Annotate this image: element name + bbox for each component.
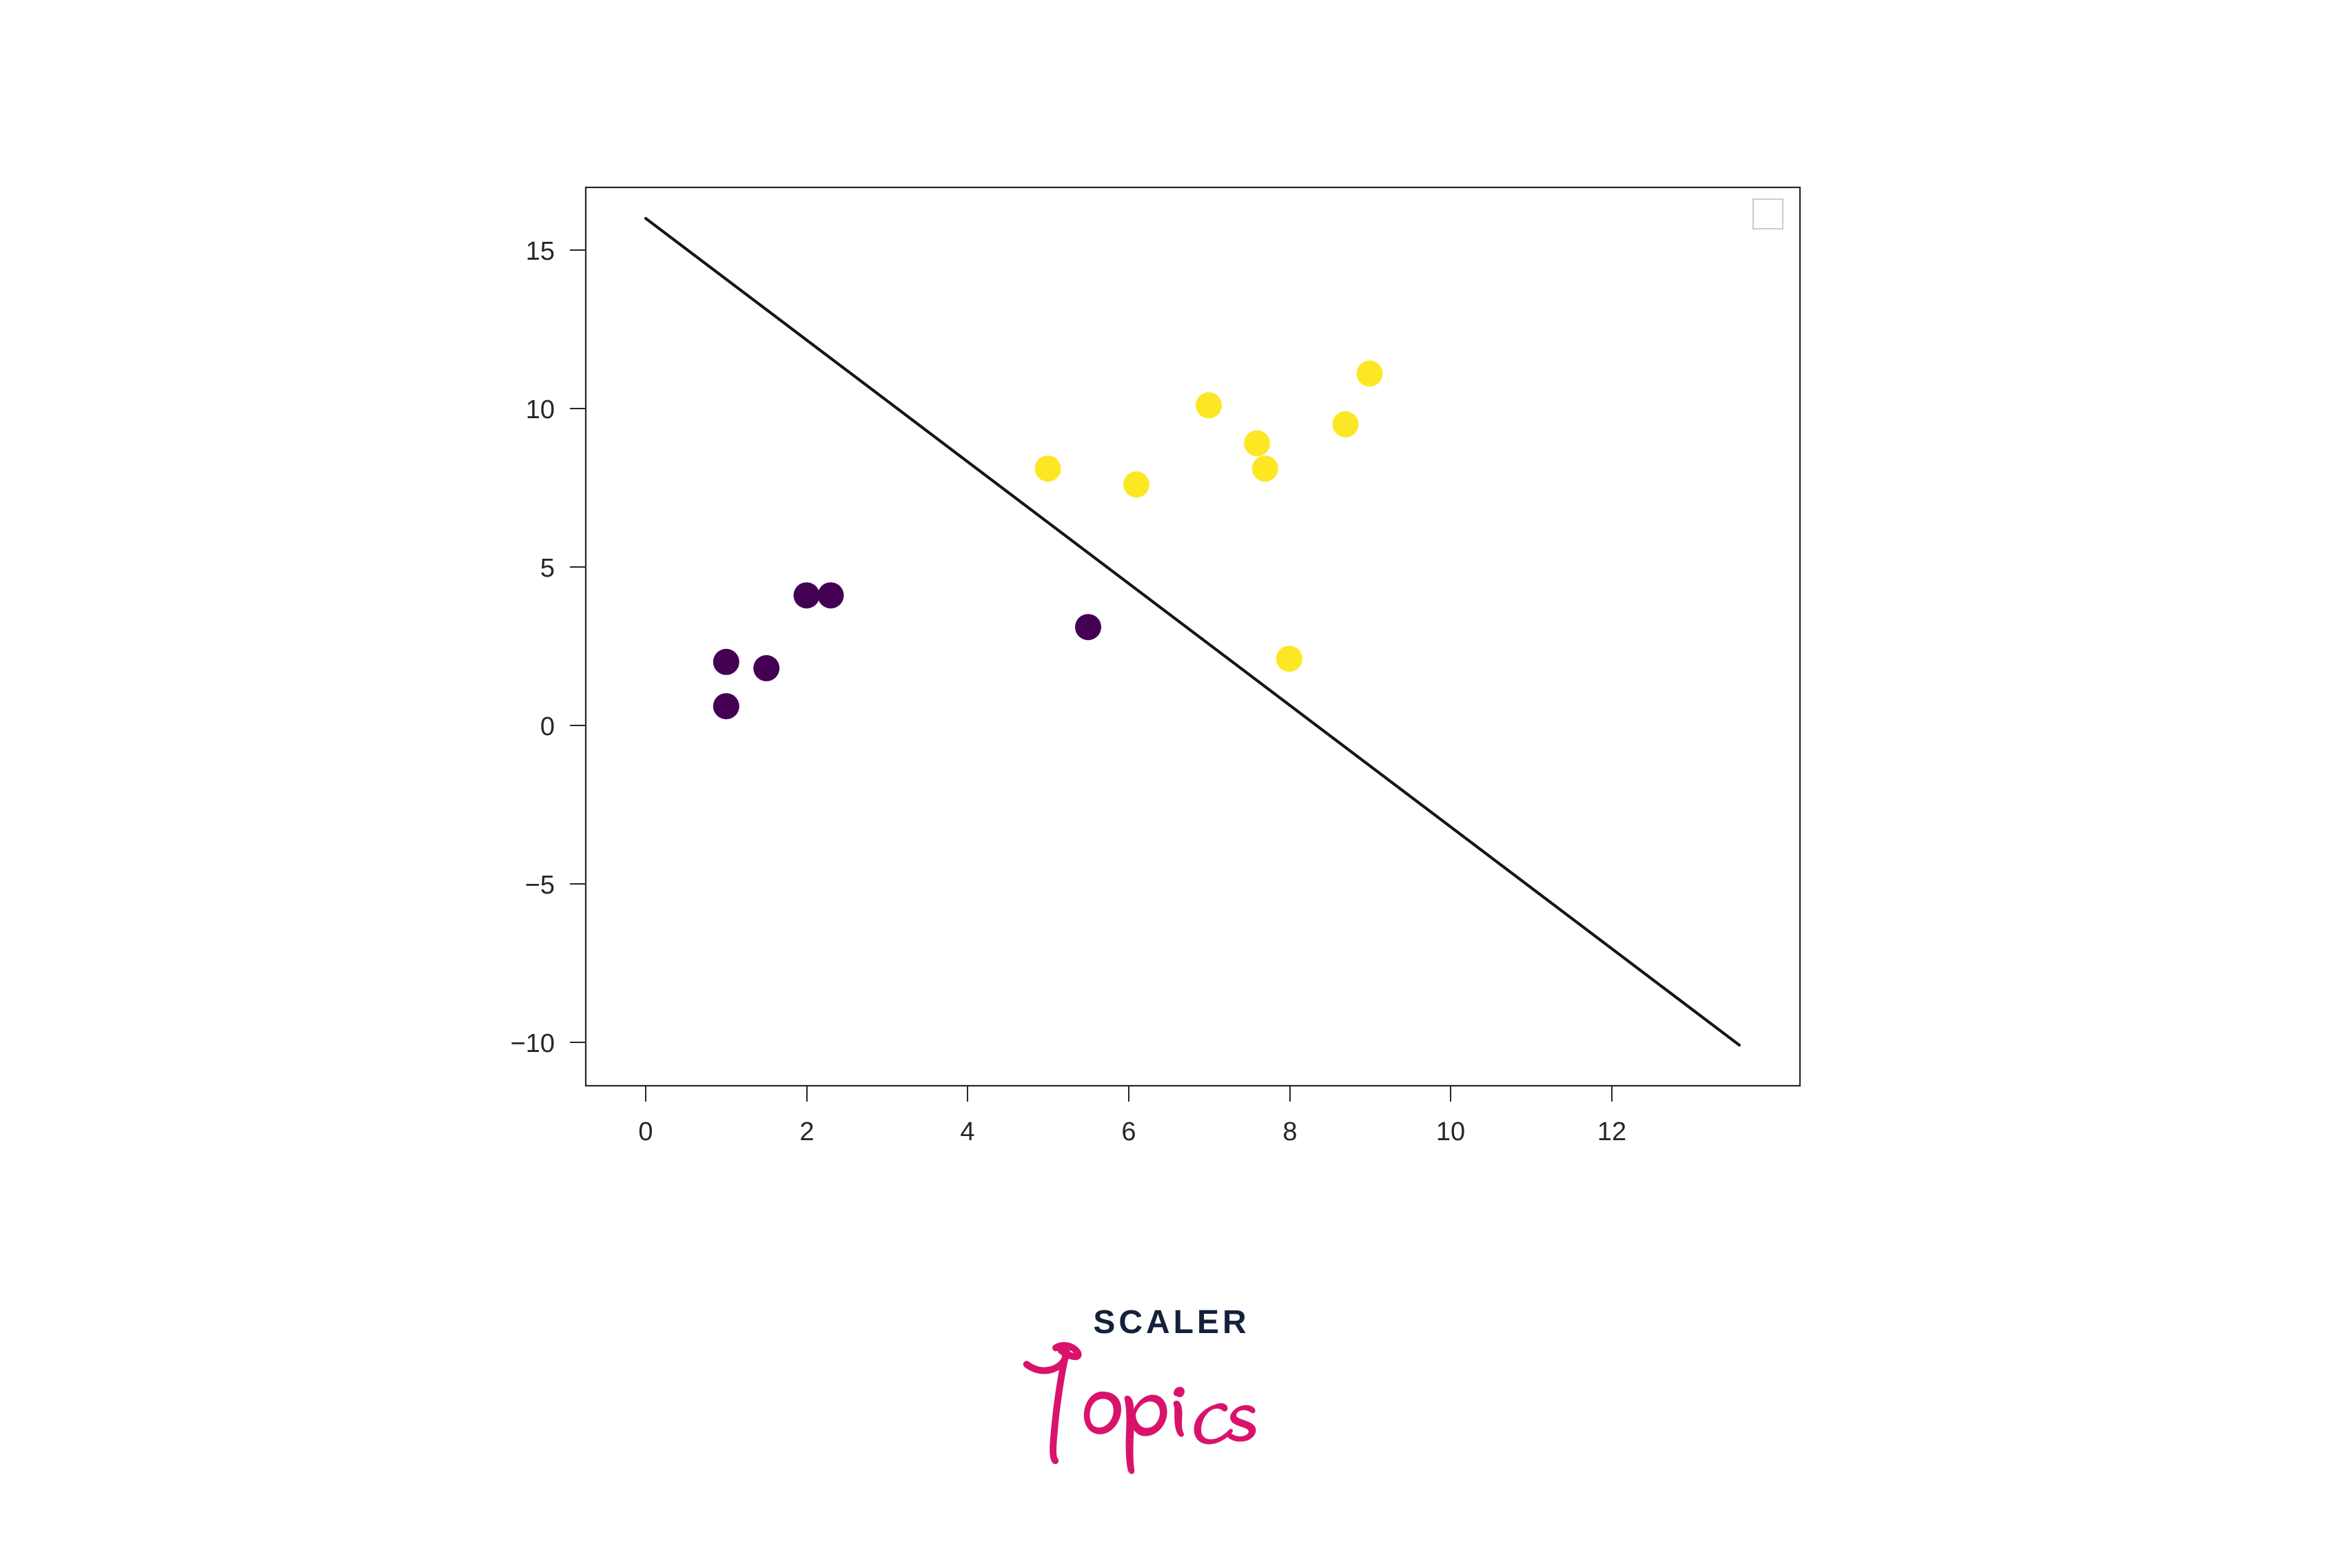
svg-text:15: 15 — [526, 237, 555, 266]
svg-text:−10: −10 — [511, 1029, 555, 1058]
svg-text:2: 2 — [799, 1117, 814, 1146]
svg-text:10: 10 — [526, 395, 555, 424]
svg-text:5: 5 — [540, 554, 555, 583]
svg-text:8: 8 — [1282, 1117, 1297, 1146]
svg-text:0: 0 — [638, 1117, 653, 1146]
svg-text:10: 10 — [1436, 1117, 1465, 1146]
svg-text:SCALER: SCALER — [1093, 1304, 1249, 1341]
svg-text:6: 6 — [1121, 1117, 1136, 1146]
svg-text:4: 4 — [960, 1117, 974, 1146]
svg-text:−5: −5 — [525, 871, 555, 900]
svg-text:0: 0 — [540, 712, 555, 741]
svg-text:12: 12 — [1597, 1117, 1626, 1146]
